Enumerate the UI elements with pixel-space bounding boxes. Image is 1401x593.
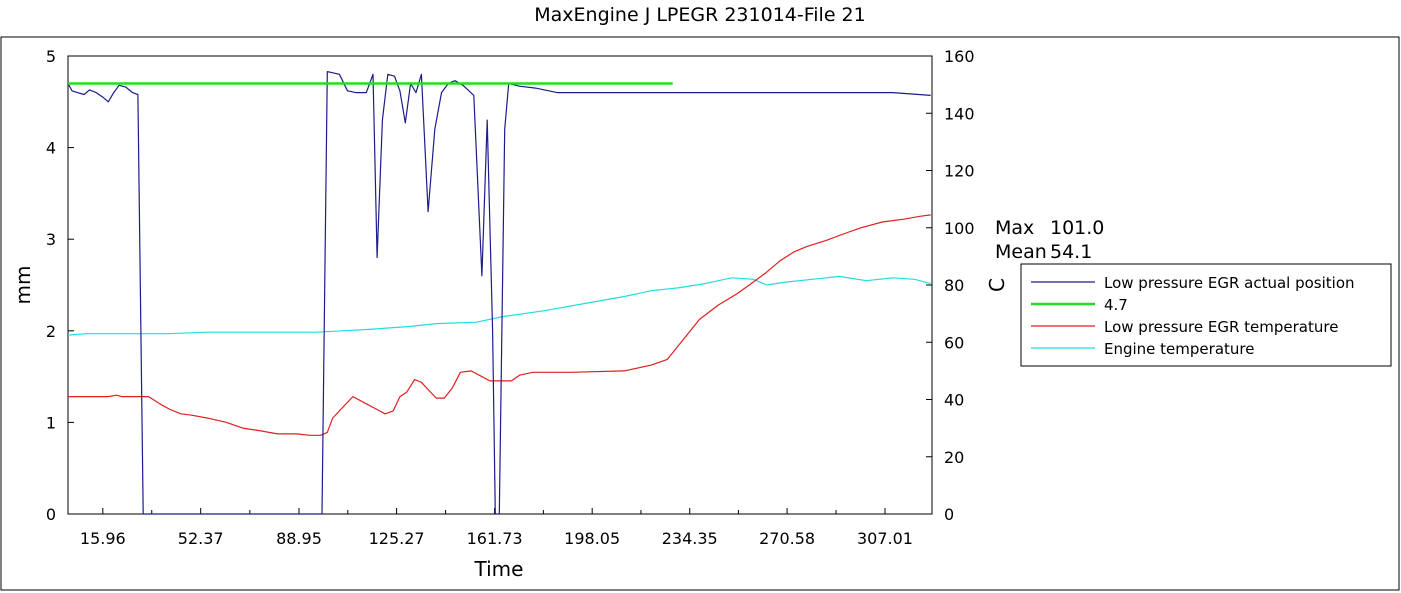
x-tick-label: 52.37 (178, 529, 224, 548)
y-axis-right-label: C (985, 278, 1009, 292)
y-right-tick-label: 0 (944, 505, 954, 524)
x-tick-label: 234.35 (662, 529, 718, 548)
y-axis-left-label: mm (11, 266, 35, 305)
stats-mean-label: Mean (995, 241, 1047, 263)
legend-label: 4.7 (1104, 296, 1128, 314)
y-right-tick-label: 80 (944, 276, 964, 295)
x-tick-label: 161.73 (467, 529, 523, 548)
y-right-tick-label: 40 (944, 391, 964, 410)
x-tick-label: 198.05 (564, 529, 620, 548)
y-left-tick-label: 3 (46, 230, 56, 249)
legend-box (1020, 263, 1392, 367)
series-line-0 (67, 71, 931, 515)
x-tick-label: 88.95 (276, 529, 322, 548)
y-right-tick-label: 100 (944, 219, 975, 238)
legend-label: Low pressure EGR actual position (1104, 274, 1355, 292)
legend-label: Low pressure EGR temperature (1104, 318, 1338, 336)
x-tick-label: 15.96 (80, 529, 126, 548)
y-left-tick-label: 0 (46, 505, 56, 524)
y-right-tick-label: 160 (944, 47, 975, 66)
figure-frame (0, 36, 1400, 591)
y-right-tick-label: 60 (944, 333, 964, 352)
y-left-tick-label: 4 (46, 139, 56, 158)
y-right-tick-label: 120 (944, 162, 975, 181)
axis-ticks: 15.96 52.37 88.95 125.27 161.73 198.05 234.35 2… (46, 47, 975, 548)
stats-max-label: Max (995, 217, 1034, 239)
y-left-tick-label: 2 (46, 322, 56, 341)
stats-mean-value: 54.1 (1050, 241, 1092, 263)
series-line-3 (67, 275, 931, 336)
stats-max-value: 101.0 (1050, 217, 1104, 239)
stats-annotation: Max 101.0 Mean 54.1 (995, 217, 1104, 263)
series-layer (67, 71, 931, 515)
y-left-tick-label: 5 (46, 47, 56, 66)
legend: Low pressure EGR actual position 4.7 Low p… (1020, 263, 1392, 367)
x-axis-label: Time (474, 557, 524, 581)
y-right-tick-label: 20 (944, 448, 964, 467)
chart-title: MaxEngine J LPEGR 231014-File 21 (534, 4, 866, 26)
y-left-tick-label: 1 (46, 413, 56, 432)
x-tick-label: 307.01 (857, 529, 913, 548)
series-line-2 (68, 214, 931, 436)
y-right-tick-label: 140 (944, 104, 975, 123)
legend-label: Engine temperature (1104, 340, 1254, 358)
x-tick-label: 125.27 (369, 529, 425, 548)
x-tick-label: 270.58 (759, 529, 815, 548)
